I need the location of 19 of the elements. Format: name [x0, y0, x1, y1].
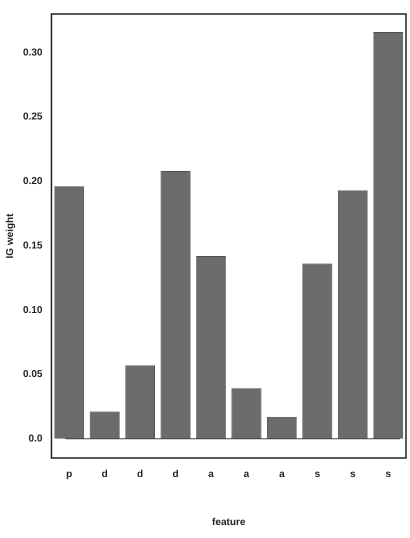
- y-tick-label: 0.15: [22, 240, 43, 252]
- y-tick-label: 0.30: [22, 47, 43, 58]
- y-tick-label: 0.10: [22, 304, 43, 316]
- x-tick-label: s: [350, 468, 356, 480]
- x-tick-label: s: [314, 468, 321, 480]
- y-tick-label: 0.25: [22, 112, 43, 123]
- y-tick-label: 0.20: [22, 176, 43, 188]
- x-tick-label: p: [66, 468, 72, 480]
- x-tick-label: a: [244, 468, 250, 480]
- x-tick-label: a: [279, 468, 286, 480]
- x-tick-label: d: [172, 468, 179, 480]
- x-tick-label: d: [137, 468, 144, 480]
- y-tick-label: 0.0: [28, 433, 43, 444]
- x-axis-title: feature: [212, 516, 246, 528]
- x-tick-label: s: [385, 468, 392, 480]
- y-tick-label: 0.05: [22, 369, 43, 380]
- x-tick-label: d: [102, 468, 108, 480]
- y-axis-title: IG weight: [4, 212, 16, 258]
- x-tick-label: a: [208, 468, 214, 480]
